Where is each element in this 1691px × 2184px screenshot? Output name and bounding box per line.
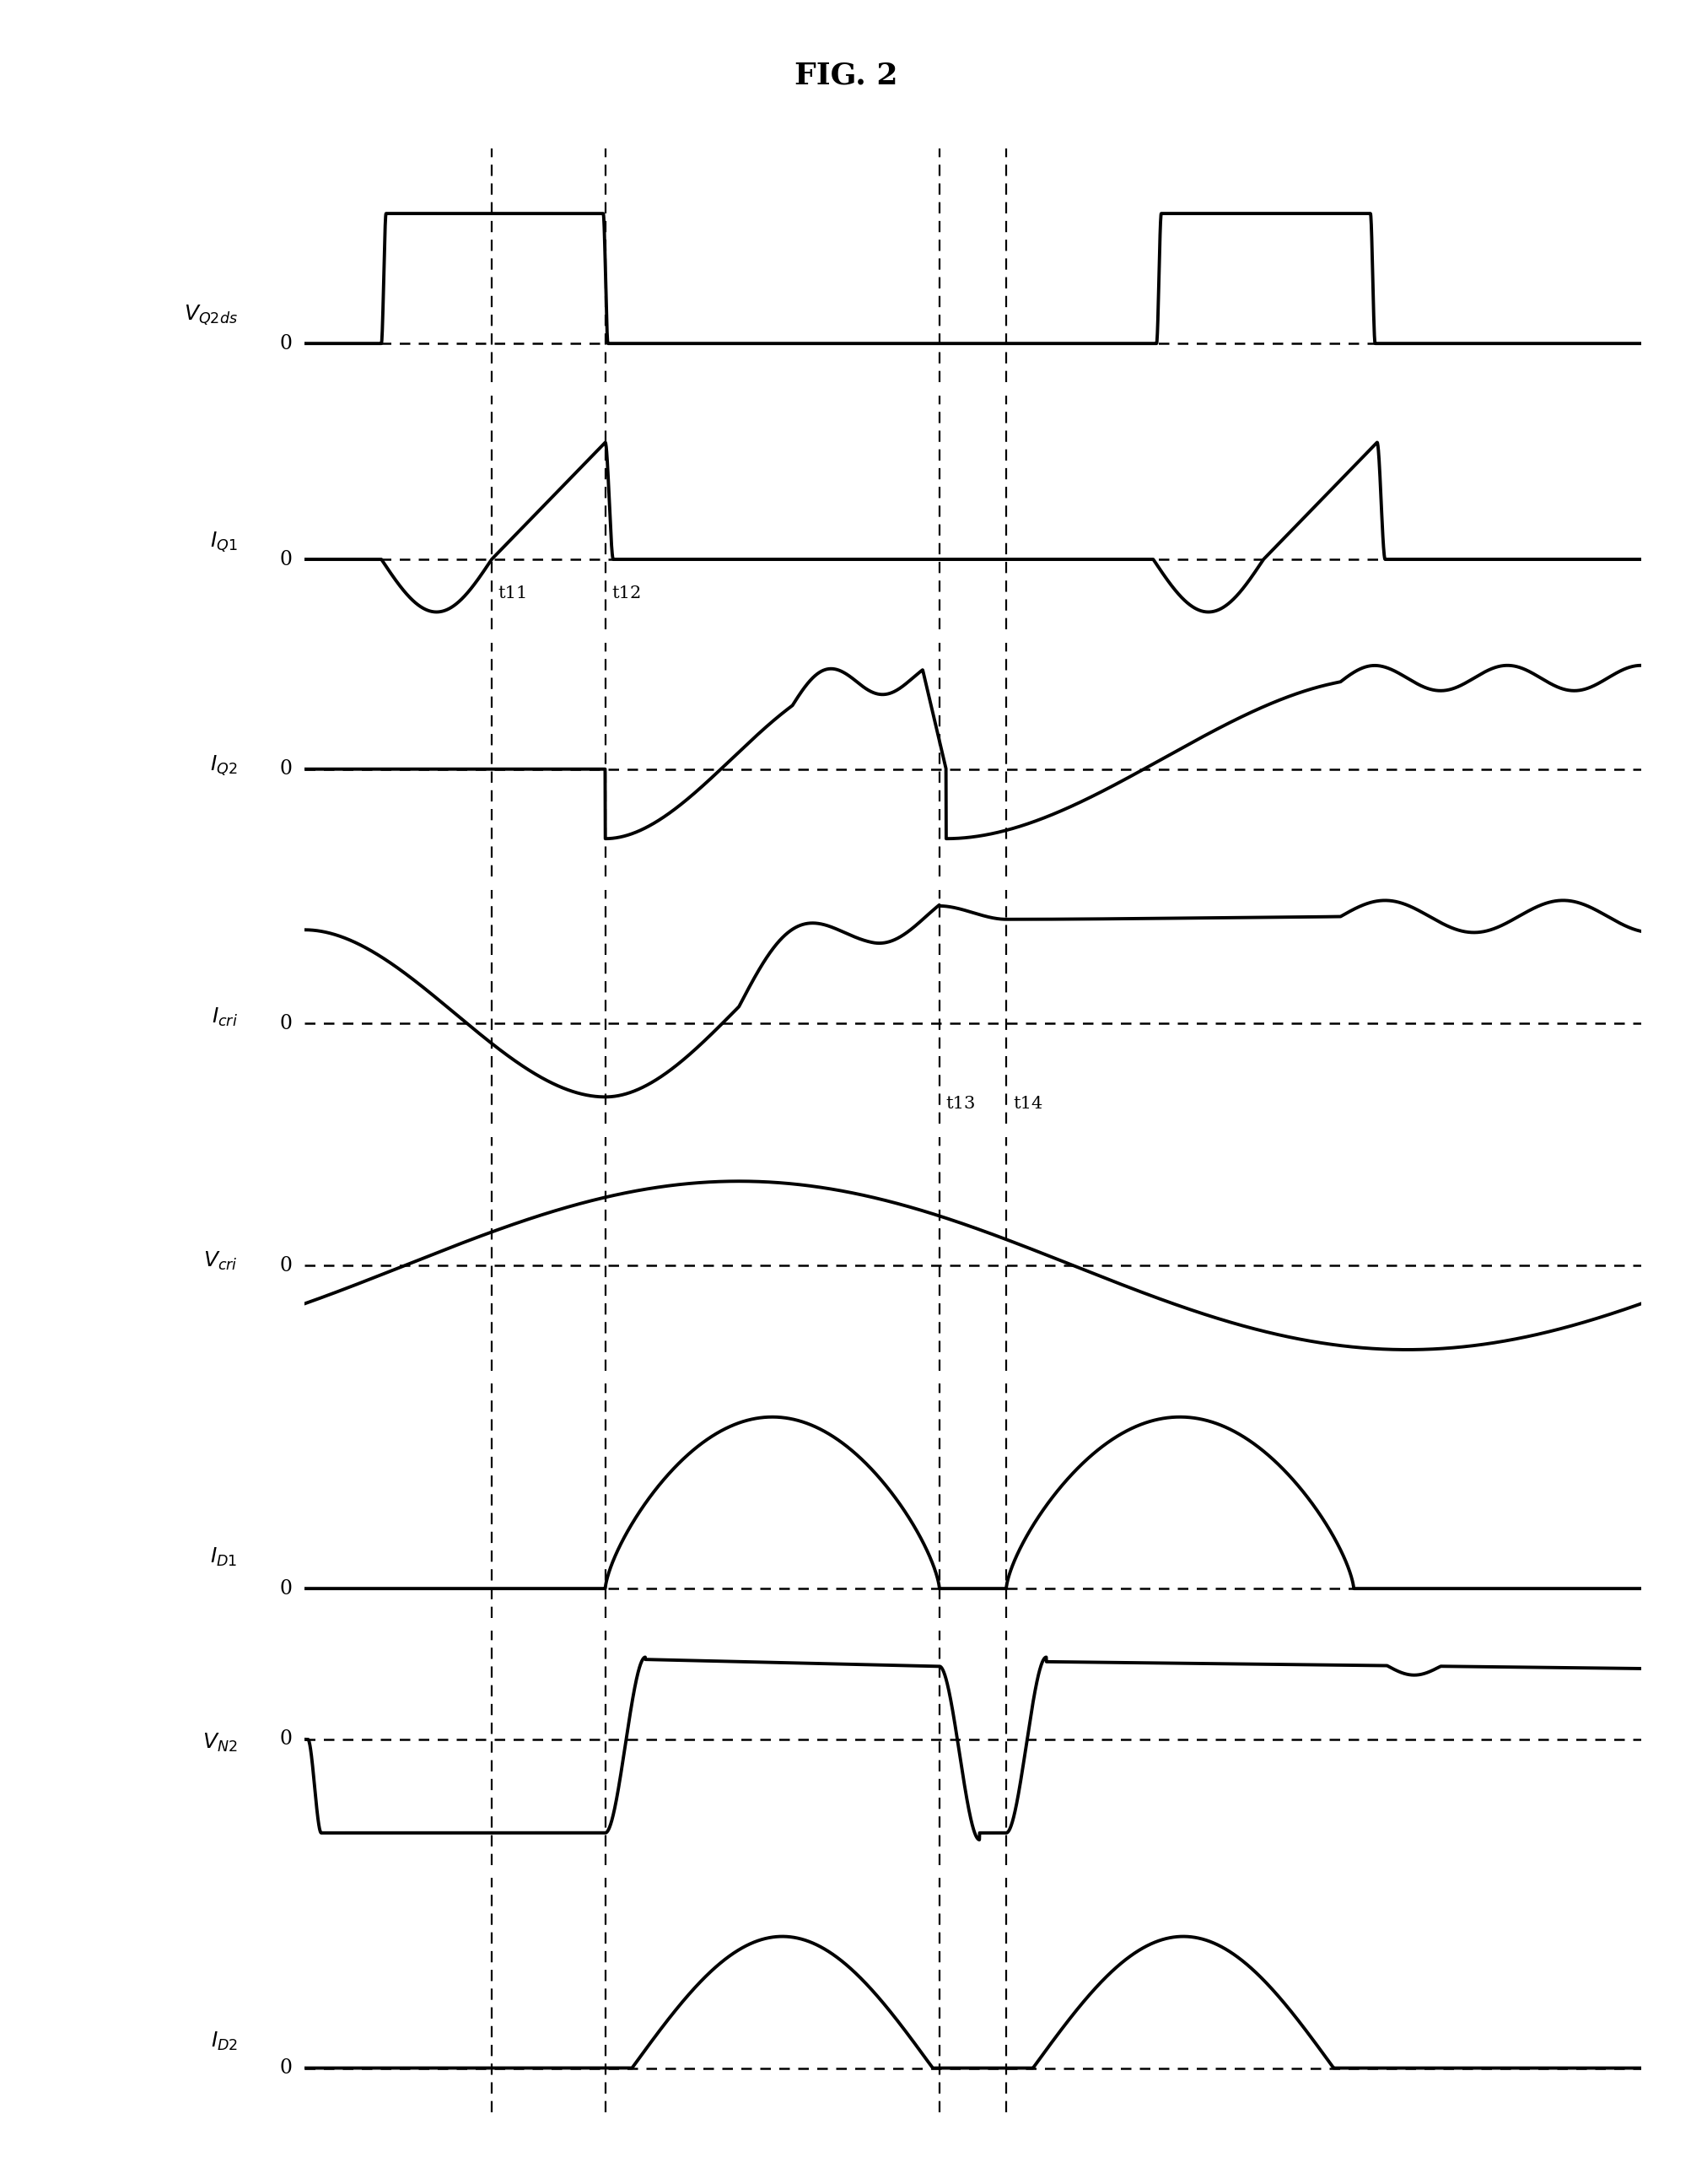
Text: $V_{Q2ds}$: $V_{Q2ds}$ [184, 304, 237, 328]
Text: $V_{cri}$: $V_{cri}$ [203, 1249, 237, 1273]
Text: 0: 0 [279, 1256, 293, 1275]
Text: t11: t11 [499, 585, 528, 601]
Text: 0: 0 [279, 1013, 293, 1033]
Text: t14: t14 [1013, 1096, 1042, 1112]
Text: 0: 0 [279, 1730, 293, 1749]
Text: FIG. 2: FIG. 2 [793, 61, 898, 90]
Text: 0: 0 [279, 550, 293, 570]
Text: t13: t13 [945, 1096, 976, 1112]
Text: $I_{Q1}$: $I_{Q1}$ [210, 531, 237, 555]
Text: 0: 0 [279, 334, 293, 354]
Text: 0: 0 [279, 2057, 293, 2077]
Text: t12: t12 [612, 585, 641, 601]
Text: $I_{Q2}$: $I_{Q2}$ [210, 753, 237, 778]
Text: $I_{D2}$: $I_{D2}$ [210, 2031, 237, 2053]
Text: 0: 0 [279, 760, 293, 780]
Text: $I_{cri}$: $I_{cri}$ [211, 1007, 237, 1029]
Text: 0: 0 [279, 1579, 293, 1599]
Text: $V_{N2}$: $V_{N2}$ [203, 1732, 237, 1754]
Text: $I_{D1}$: $I_{D1}$ [210, 1546, 237, 1568]
